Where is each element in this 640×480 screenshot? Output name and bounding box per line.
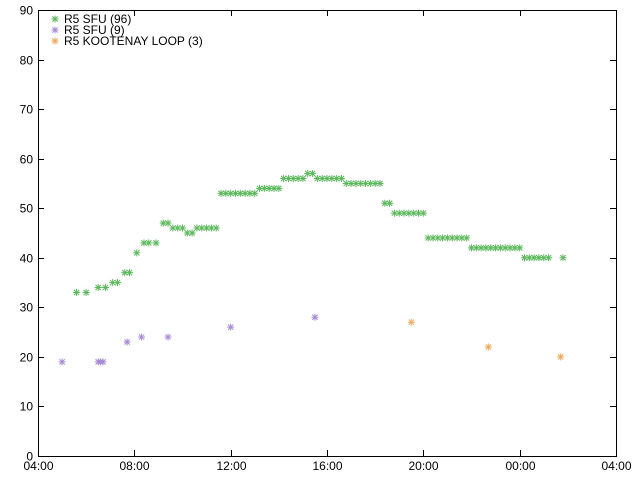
data-point [511,244,519,252]
legend: R5 SFU (96)R5 SFU (9)R5 KOOTENAY LOOP (3… [51,12,203,48]
x-tick-label: 00:00 [505,459,535,473]
data-point [265,184,273,192]
x-tick-label: 12:00 [216,459,246,473]
data-point [126,269,134,277]
y-tick-label: 20 [20,351,34,365]
data-point [386,199,394,207]
data-point [94,284,102,292]
legend-marker [51,15,59,23]
data-point [169,224,177,232]
y-tick-label: 0 [26,450,33,464]
data-point [309,170,317,178]
legend-label: R5 SFU (9) [64,23,125,37]
data-point [463,234,471,242]
legend-label: R5 KOOTENAY LOOP (3) [64,34,203,48]
data-point [179,224,186,232]
data-point [284,174,292,182]
data-point [152,239,160,247]
data-point [212,224,220,232]
data-point [477,244,485,252]
data-point [381,199,389,207]
x-tick-label: 04:00 [601,459,631,473]
data-point [260,184,268,192]
data-point [484,343,492,351]
data-point [376,179,384,187]
series-points [58,313,319,366]
legend-marker [51,37,59,45]
data-point [453,234,461,242]
data-point [299,174,307,182]
data-point [133,249,141,257]
data-point [251,189,259,197]
data-point [145,239,153,247]
data-point [458,234,466,242]
y-tick-label: 80 [20,54,34,68]
data-point [138,333,146,341]
data-point [188,229,196,237]
x-tick-label: 20:00 [408,459,438,473]
data-point [101,284,109,292]
y-tick-label: 40 [20,252,34,266]
data-point [304,170,312,178]
x-tick-label: 16:00 [312,459,342,473]
data-point [123,338,131,346]
legend-label: R5 SFU (96) [64,12,131,26]
data-point [73,288,81,296]
data-point [217,189,225,197]
data-point [113,279,121,287]
y-tick-label: 60 [20,153,34,167]
x-axis: 04:00 08:00 12:00 16:00 20:00 00:00 04:00 [23,10,632,473]
data-point [337,174,345,182]
data-point [405,209,413,217]
data-point [174,224,182,232]
data-point [311,313,319,321]
data-point [82,288,90,296]
legend-marker [51,26,59,34]
data-point [545,254,553,262]
data-point [275,184,283,192]
data-point [58,358,66,366]
data-point [419,209,427,217]
series-points [73,170,567,296]
data-point [371,179,379,187]
data-point [395,209,403,217]
x-tick-label: 08:00 [119,459,149,473]
data-point [164,219,172,227]
data-point [164,333,172,341]
y-tick-label: 90 [20,4,34,18]
data-point [557,353,565,361]
data-point [516,244,524,252]
data-point [97,358,105,366]
y-tick-label: 10 [20,400,34,414]
data-point [207,224,215,232]
data-point [496,244,504,252]
data-point [468,244,475,252]
y-tick-label: 30 [20,301,34,315]
data-points [58,170,567,366]
plot-area [38,10,617,457]
data-point [227,323,235,331]
data-point [159,219,167,227]
series-points [407,318,565,361]
y-axis: 0 10 20 30 40 50 60 70 80 90 [20,4,616,464]
y-tick-label: 70 [20,103,34,117]
data-point [434,234,442,242]
data-point [559,254,567,262]
data-point [407,318,415,326]
y-tick-label: 50 [20,202,34,216]
data-point [357,179,365,187]
x-tick-label: 04:00 [23,459,53,473]
